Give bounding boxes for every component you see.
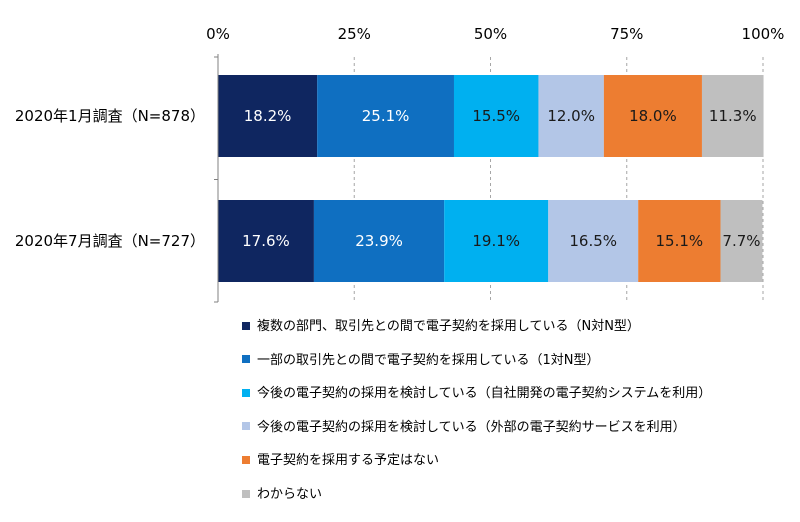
bar-segment bbox=[548, 200, 639, 282]
legend-item: わからない bbox=[242, 486, 322, 504]
data-label: 15.5% bbox=[472, 107, 520, 125]
legend-swatch bbox=[242, 422, 250, 431]
data-label: 19.1% bbox=[472, 232, 520, 250]
bar-segment bbox=[444, 200, 549, 282]
bar-segment bbox=[720, 200, 763, 282]
legend-item: 複数の部門、取引先との間で電子契約を採用している（N対N型） bbox=[242, 318, 640, 336]
legend-label: 複数の部門、取引先との間で電子契約を採用している（N対N型） bbox=[257, 319, 640, 334]
category-labels: 2020年1月調査（N=878） 2020年7月調査（N=727） bbox=[15, 107, 205, 250]
data-labels: 18.2% 25.1% 15.5% 12.0% 18.0% 11.3% 17.6% 23.9%… bbox=[242, 107, 760, 250]
legend-swatch bbox=[242, 321, 250, 330]
data-label: 12.0% bbox=[547, 107, 595, 125]
legend-label: わからない bbox=[257, 487, 323, 502]
data-label: 23.9% bbox=[355, 232, 403, 250]
legend-swatch bbox=[242, 455, 250, 464]
bar-segment bbox=[218, 200, 314, 282]
legend-label: 一部の取引先との間で電子契約を採用している（1対N型） bbox=[257, 352, 600, 368]
bar-segment bbox=[317, 75, 454, 157]
legend-swatch bbox=[242, 489, 250, 498]
legend-swatch bbox=[242, 355, 250, 364]
x-tick-label: 25% bbox=[338, 25, 371, 43]
data-label: 18.2% bbox=[244, 107, 292, 125]
data-label: 18.0% bbox=[629, 107, 677, 125]
data-label: 15.1% bbox=[656, 232, 704, 250]
bar-segment bbox=[538, 75, 604, 157]
bar-segment bbox=[313, 200, 445, 282]
data-label: 7.7% bbox=[722, 232, 760, 250]
legend-swatch bbox=[242, 388, 250, 397]
legend-label: 今後の電子契約の採用を検討している（自社開発の電子契約システムを利用） bbox=[257, 386, 712, 402]
bar-segment bbox=[218, 75, 318, 157]
x-tick-label: 100% bbox=[742, 25, 785, 43]
legend-item: 今後の電子契約の採用を検討している（外部の電子契約サービスを利用） bbox=[242, 419, 686, 437]
data-label: 16.5% bbox=[569, 232, 617, 250]
legend-item: 電子契約を採用する予定はない bbox=[242, 452, 439, 470]
x-tick-labels: 0% 25% 50% 75% 100% bbox=[206, 25, 784, 43]
bar-segment bbox=[603, 75, 702, 157]
x-tick-label: 50% bbox=[474, 25, 507, 43]
category-label: 2020年1月調査（N=878） bbox=[15, 107, 205, 125]
bar-segment bbox=[701, 75, 764, 157]
data-label: 11.3% bbox=[709, 107, 757, 125]
bar-segment bbox=[638, 200, 721, 282]
legend-label: 今後の電子契約の採用を検討している（外部の電子契約サービスを利用） bbox=[257, 419, 686, 435]
x-tick-label: 75% bbox=[610, 25, 643, 43]
legend-item: 今後の電子契約の採用を検討している（自社開発の電子契約システムを利用） bbox=[242, 385, 711, 403]
bar-segment bbox=[453, 75, 539, 157]
category-label: 2020年7月調査（N=727） bbox=[15, 232, 205, 250]
legend-item: 一部の取引先との間で電子契約を採用している（1対N型） bbox=[242, 352, 599, 370]
bars bbox=[218, 75, 764, 282]
axes bbox=[214, 54, 219, 303]
data-label: 17.6% bbox=[242, 232, 290, 250]
x-tick-label: 0% bbox=[206, 25, 230, 43]
data-label: 25.1% bbox=[362, 107, 410, 125]
legend-label: 電子契約を採用する予定はない bbox=[257, 453, 440, 469]
